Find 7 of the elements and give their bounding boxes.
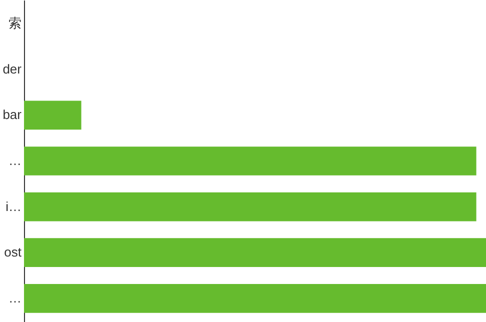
y-tick-label: 索 (8, 16, 22, 31)
y-tick-label: … (8, 290, 22, 306)
y-tick-label: i… (6, 198, 22, 214)
y-tick-label: bar (2, 107, 22, 122)
y-tick-label: der (2, 61, 22, 76)
y-tick-label: ost (4, 244, 22, 260)
y-tick-label: … (8, 153, 22, 168)
